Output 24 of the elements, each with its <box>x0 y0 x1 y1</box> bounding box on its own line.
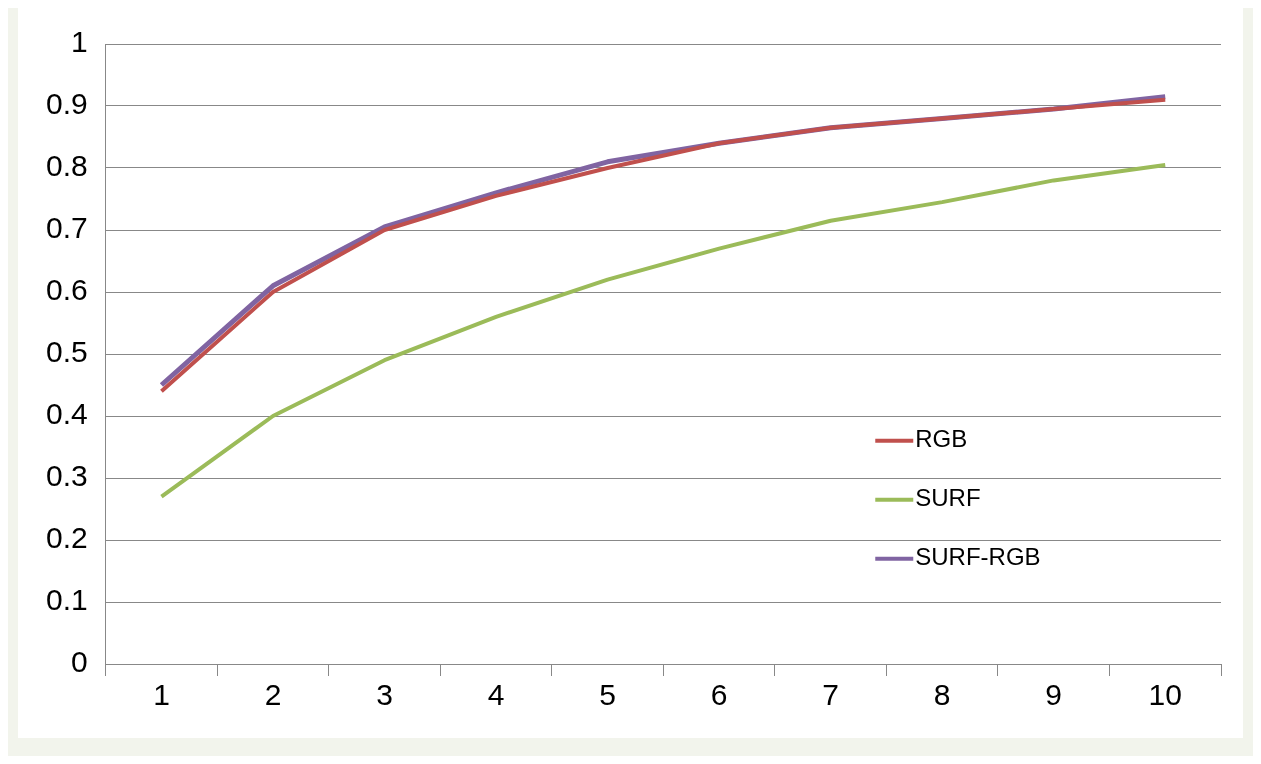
legend-label: SURF <box>915 484 981 512</box>
x-tick-label: 3 <box>376 678 393 712</box>
y-tick-label: 0.2 <box>45 521 88 555</box>
x-tick-label: 1 <box>153 678 170 712</box>
y-tick-label: 0.5 <box>45 335 88 369</box>
y-tick-label: 1 <box>71 25 88 59</box>
x-tick-label: 6 <box>710 678 728 712</box>
y-tick-label: 0 <box>71 645 88 679</box>
y-tick-label: 0.1 <box>45 583 88 617</box>
y-tick-label: 0.6 <box>45 273 88 307</box>
y-tick-label: 0.4 <box>45 397 88 431</box>
legend-label: RGB <box>915 425 968 453</box>
y-tick-label: 0.8 <box>45 149 88 183</box>
x-tick-label: 7 <box>822 678 839 712</box>
x-tick-label: 2 <box>264 678 282 712</box>
x-tick-label: 8 <box>933 678 951 712</box>
x-tick-label: 5 <box>599 678 616 712</box>
x-tick-label: 9 <box>1045 678 1063 712</box>
legend-label: SURF-RGB <box>915 543 1041 571</box>
x-tick-label: 4 <box>487 678 505 712</box>
y-tick-label: 0.9 <box>45 87 88 121</box>
y-tick-label: 0.3 <box>45 459 88 493</box>
y-tick-label: 0.7 <box>45 211 88 245</box>
x-tick-label: 10 <box>1148 678 1182 712</box>
